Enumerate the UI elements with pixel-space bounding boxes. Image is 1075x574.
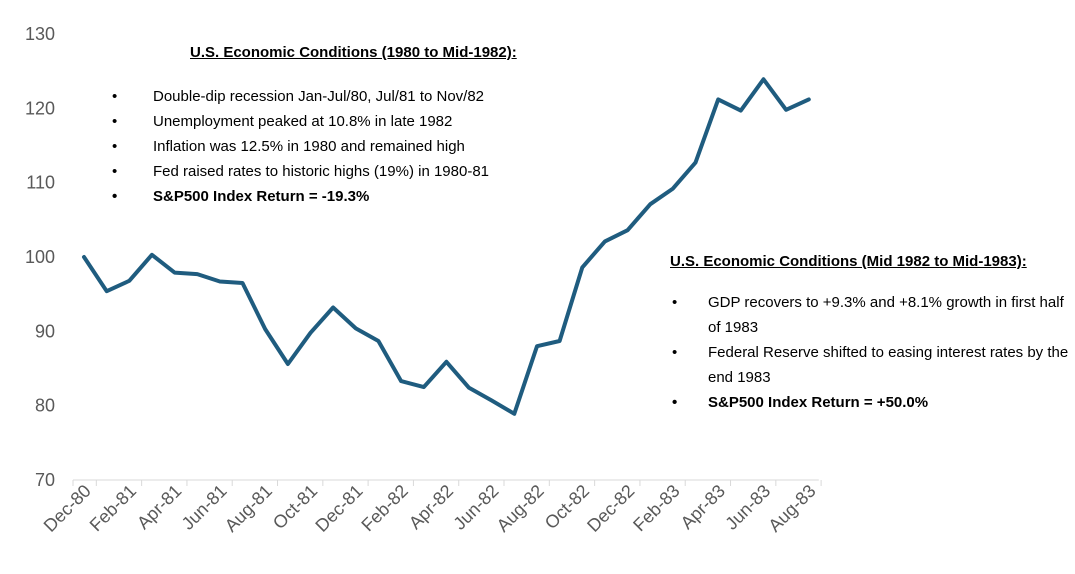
x-tick-label: Apr-81 [133, 481, 185, 533]
x-tick-label: Jun-82 [449, 481, 502, 534]
annotation-1980-1982: U.S. Economic Conditions (1980 to Mid-19… [112, 40, 572, 209]
annotation-1-bullet: Fed raised rates to historic highs (19%)… [112, 159, 572, 184]
x-tick-label: Dec-82 [583, 481, 638, 536]
y-tick-label: 90 [35, 321, 55, 341]
annotation-1982-1983: U.S. Economic Conditions (Mid 1982 to Mi… [669, 249, 1069, 415]
y-tick-label: 130 [25, 24, 55, 44]
x-tick-label: Dec-81 [311, 481, 366, 536]
annotation-1-bullet: Inflation was 12.5% in 1980 and remained… [112, 134, 572, 159]
x-tick-label: Jun-81 [178, 481, 231, 534]
x-tick-label: Oct-82 [541, 481, 593, 533]
y-tick-label: 100 [25, 247, 55, 267]
x-tick-label: Aug-81 [221, 481, 276, 536]
y-tick-label: 70 [35, 470, 55, 490]
annotation-2-bullet: Federal Reserve shifted to easing intere… [669, 340, 1069, 390]
x-tick-label: Feb-81 [86, 481, 140, 535]
x-tick-label: Oct-81 [269, 481, 321, 533]
x-axis: Dec-80Feb-81Apr-81Jun-81Aug-81Oct-81Dec-… [40, 479, 822, 536]
x-tick-label: Aug-83 [764, 481, 819, 536]
annotation-2-return: S&P500 Index Return = +50.0% [669, 390, 1069, 415]
x-tick-label: Aug-82 [493, 481, 548, 536]
annotation-1-title: U.S. Economic Conditions (1980 to Mid-19… [190, 44, 517, 61]
x-tick-label: Jun-83 [721, 481, 774, 534]
x-tick-label: Apr-83 [677, 481, 729, 533]
x-tick-label: Feb-82 [357, 481, 411, 535]
y-tick-label: 80 [35, 396, 55, 416]
annotation-2-list: GDP recovers to +9.3% and +8.1% growth i… [669, 290, 1069, 415]
x-tick-label: Apr-82 [405, 481, 457, 533]
annotation-1-bullet: Double-dip recession Jan-Jul/80, Jul/81 … [112, 84, 572, 109]
series-group [82, 77, 811, 416]
annotation-2-bullet: GDP recovers to +9.3% and +8.1% growth i… [669, 290, 1069, 340]
annotation-1-return: S&P500 Index Return = -19.3% [112, 184, 572, 209]
y-tick-label: 120 [25, 98, 55, 118]
annotation-1-bullet: Unemployment peaked at 10.8% in late 198… [112, 109, 572, 134]
annotation-2-title: U.S. Economic Conditions (Mid 1982 to Mi… [670, 253, 1027, 270]
annotation-1-list: Double-dip recession Jan-Jul/80, Jul/81 … [112, 84, 572, 209]
y-tick-label: 110 [26, 173, 55, 193]
x-tick-label: Feb-83 [629, 481, 683, 535]
y-axis: 70 80 90 100 110 120 130 [25, 24, 55, 490]
